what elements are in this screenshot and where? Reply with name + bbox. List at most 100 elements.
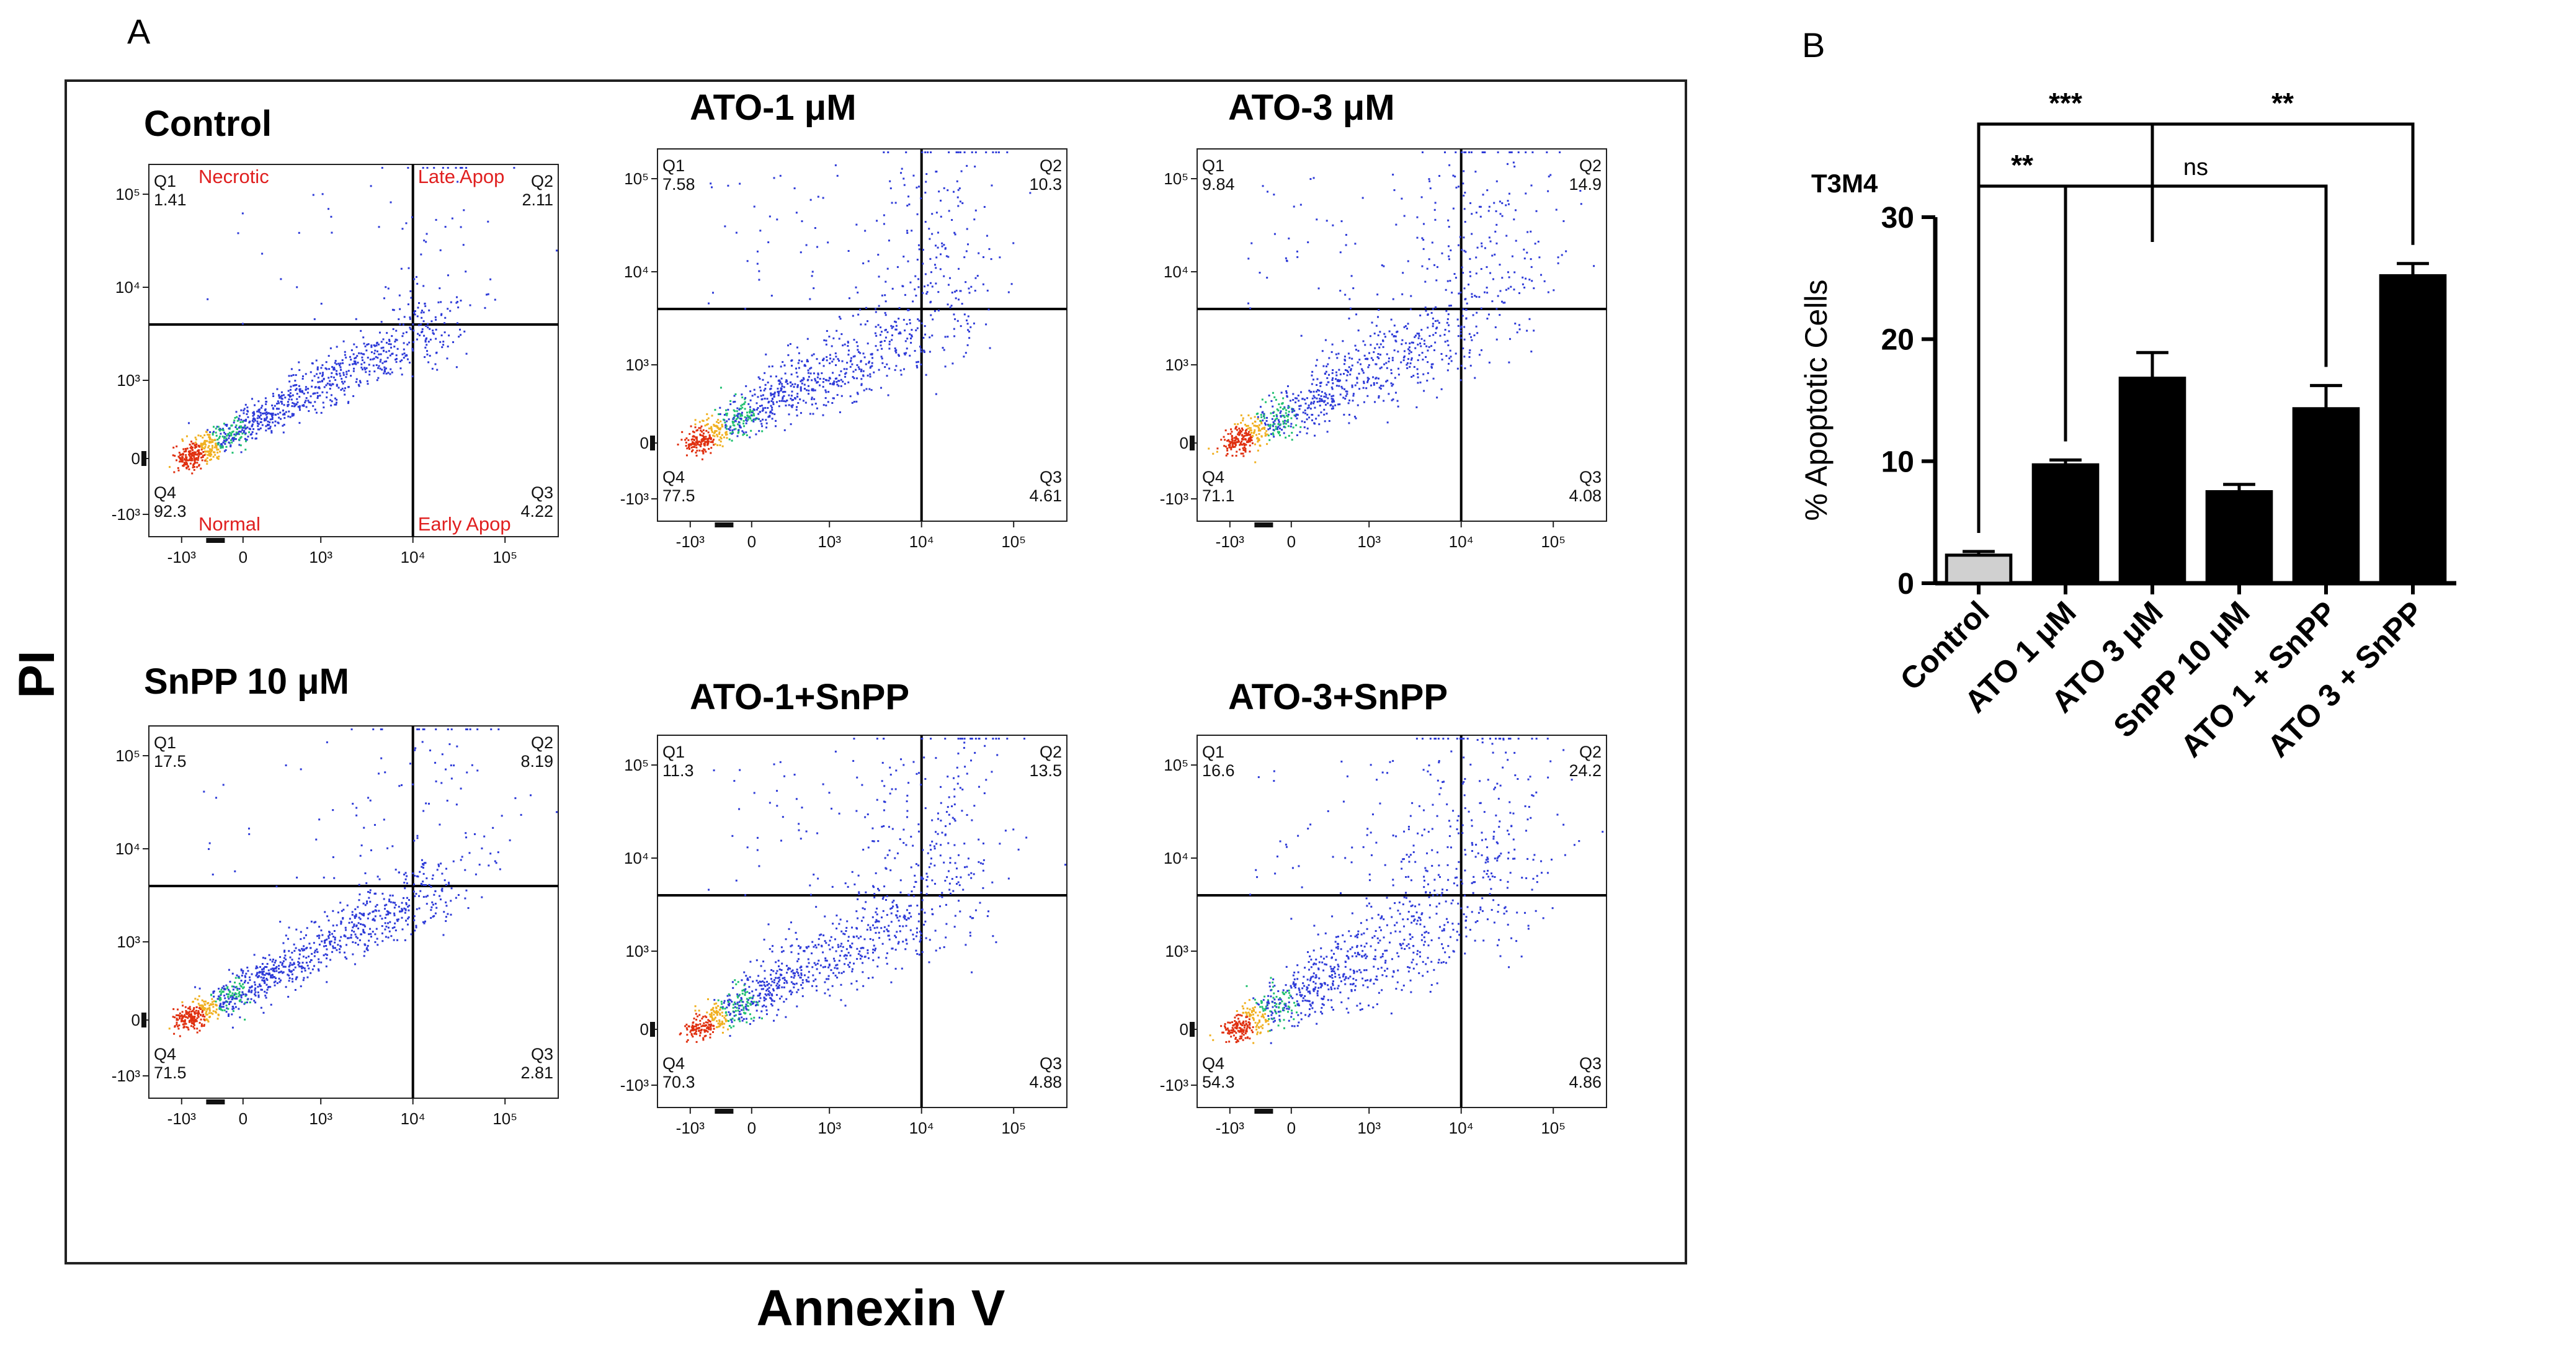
event-dot bbox=[396, 347, 399, 350]
event-dot bbox=[937, 246, 939, 249]
event-dot bbox=[405, 920, 408, 922]
event-dot bbox=[465, 836, 468, 839]
event-dot bbox=[310, 972, 312, 974]
event-dot bbox=[421, 741, 424, 743]
event-dot bbox=[435, 906, 438, 909]
event-dot bbox=[1229, 442, 1232, 445]
event-dot bbox=[956, 180, 958, 182]
event-dot bbox=[896, 931, 898, 933]
event-dot bbox=[949, 857, 952, 859]
event-dot bbox=[710, 452, 712, 454]
q4-value: 77.5 bbox=[662, 486, 695, 505]
event-dot bbox=[1491, 254, 1494, 257]
event-dot bbox=[809, 884, 811, 887]
event-dot bbox=[1489, 240, 1492, 243]
event-dot bbox=[403, 357, 405, 359]
event-dot bbox=[365, 371, 367, 374]
event-dot bbox=[394, 929, 397, 932]
event-dot bbox=[750, 429, 752, 432]
event-dot bbox=[859, 352, 862, 354]
event-dot bbox=[216, 438, 219, 441]
event-dot bbox=[953, 777, 955, 779]
plot-title-ato1: ATO-1 μM bbox=[690, 87, 857, 128]
event-dot bbox=[706, 413, 708, 416]
event-dot bbox=[725, 413, 728, 415]
event-dot bbox=[367, 917, 369, 920]
event-dot bbox=[298, 953, 301, 955]
event-dot bbox=[825, 343, 827, 346]
event-dot bbox=[191, 472, 194, 475]
event-dot bbox=[1484, 291, 1486, 293]
event-dot bbox=[954, 820, 956, 822]
event-dot bbox=[1325, 370, 1327, 373]
event-dot bbox=[916, 365, 918, 367]
event-dot bbox=[982, 869, 984, 872]
event-dot bbox=[1313, 400, 1316, 403]
event-dot bbox=[1427, 361, 1429, 364]
event-dot bbox=[189, 462, 192, 465]
event-dot bbox=[978, 861, 980, 863]
event-dot bbox=[218, 1007, 221, 1009]
event-dot bbox=[449, 310, 452, 312]
event-dot bbox=[1448, 330, 1450, 333]
event-dot bbox=[1250, 242, 1253, 244]
event-dot bbox=[817, 374, 819, 376]
event-dot bbox=[713, 444, 715, 446]
event-dot bbox=[366, 947, 368, 949]
event-dot bbox=[191, 1015, 194, 1018]
event-dot bbox=[1308, 404, 1310, 406]
q3-value: 4.08 bbox=[1569, 486, 1602, 505]
event-dot bbox=[367, 913, 370, 916]
event-dot bbox=[1246, 425, 1248, 427]
event-dot bbox=[193, 1024, 195, 1026]
event-dot bbox=[447, 308, 449, 310]
event-dot bbox=[400, 910, 403, 913]
event-dot bbox=[1368, 364, 1370, 366]
event-dot bbox=[229, 991, 231, 993]
event-dot bbox=[185, 1016, 188, 1018]
event-dot bbox=[219, 429, 221, 432]
event-dot bbox=[905, 151, 907, 153]
event-dot bbox=[410, 933, 412, 936]
event-dot bbox=[197, 444, 200, 447]
event-dot bbox=[423, 922, 426, 924]
event-dot bbox=[770, 394, 772, 396]
event-dot bbox=[813, 962, 816, 964]
event-dot bbox=[1441, 252, 1443, 254]
event-dot bbox=[1279, 424, 1281, 426]
event-dot bbox=[228, 437, 230, 439]
event-dot bbox=[1460, 379, 1462, 382]
event-dot bbox=[204, 1007, 207, 1009]
event-dot bbox=[288, 375, 290, 377]
event-dot bbox=[1411, 359, 1413, 361]
event-dot bbox=[394, 359, 397, 361]
event-dot bbox=[829, 383, 831, 385]
event-dot bbox=[254, 987, 257, 990]
event-dot bbox=[1302, 411, 1304, 414]
event-dot bbox=[850, 357, 852, 359]
event-dot bbox=[1272, 392, 1274, 394]
event-dot bbox=[193, 457, 195, 459]
event-dot bbox=[196, 1027, 198, 1030]
event-dot bbox=[1250, 432, 1252, 434]
event-dot bbox=[1407, 323, 1409, 325]
event-dot bbox=[238, 433, 241, 436]
event-dot bbox=[208, 842, 211, 844]
event-dot bbox=[1338, 385, 1340, 387]
event-dot bbox=[778, 379, 780, 382]
event-dot bbox=[961, 738, 963, 740]
x-tick-label: 10⁵ bbox=[492, 548, 517, 566]
event-dot bbox=[1380, 366, 1383, 369]
event-dot bbox=[207, 298, 209, 300]
event-dot bbox=[1495, 223, 1498, 226]
event-dot bbox=[314, 921, 317, 923]
event-dot bbox=[316, 367, 319, 370]
event-dot bbox=[749, 410, 752, 413]
event-dot bbox=[439, 249, 442, 251]
event-dot bbox=[185, 1026, 188, 1028]
x-tick-label: -10³ bbox=[676, 532, 705, 551]
event-dot bbox=[1291, 439, 1293, 441]
event-dot bbox=[373, 919, 376, 921]
event-dot bbox=[894, 320, 896, 323]
event-dot bbox=[1401, 197, 1403, 200]
